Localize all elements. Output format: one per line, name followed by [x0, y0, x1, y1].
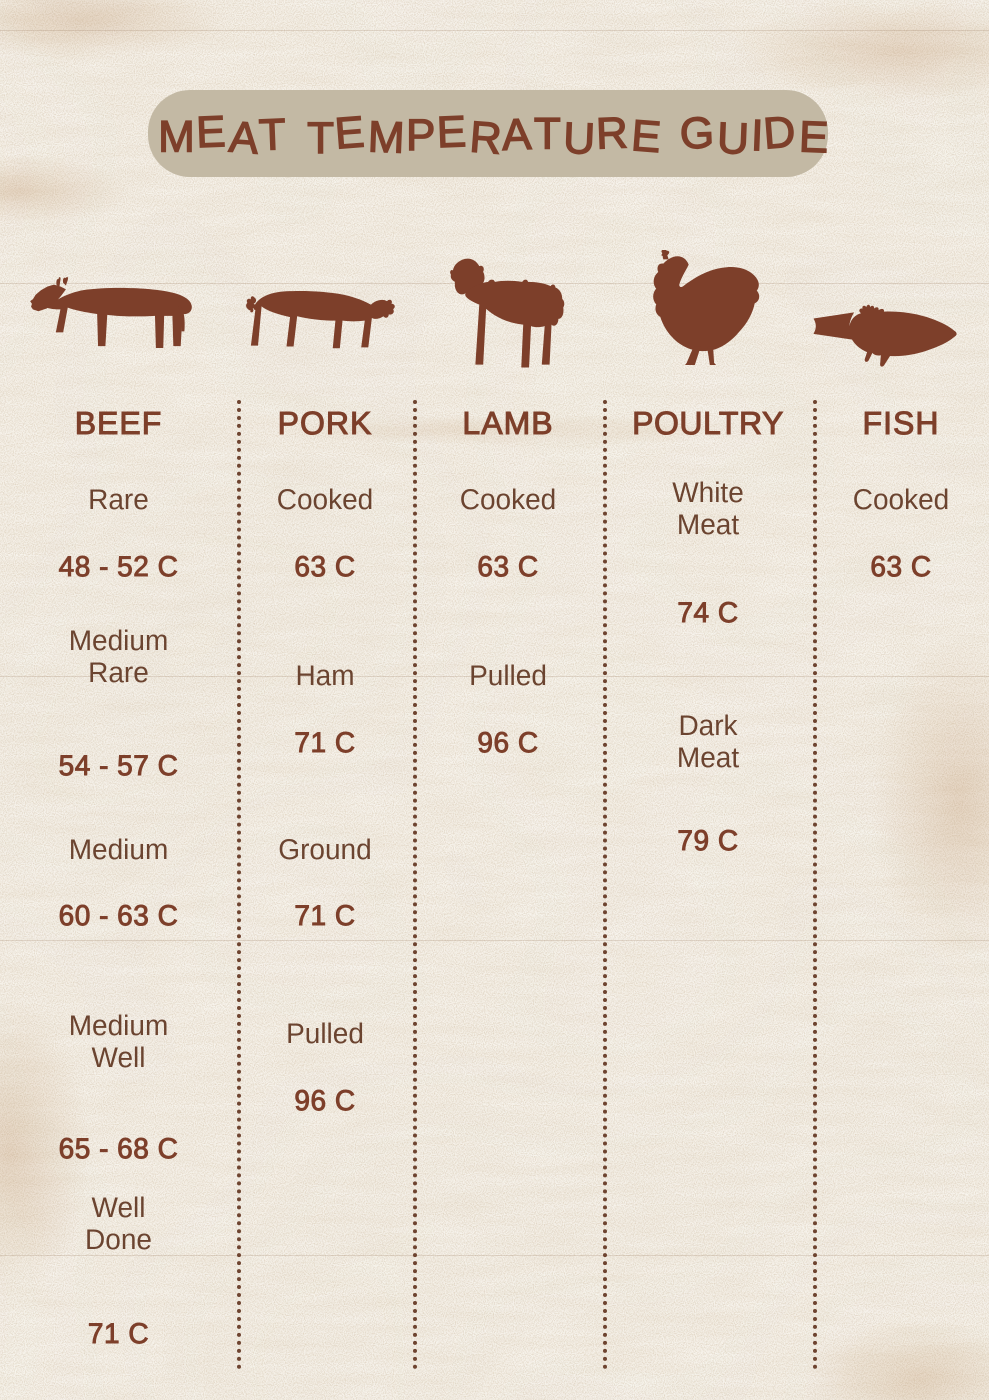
svg-text:G: G — [679, 108, 715, 158]
svg-text:D: D — [762, 107, 797, 158]
svg-text:M: M — [158, 112, 195, 161]
svg-text:E: E — [333, 107, 366, 158]
svg-text:T: T — [534, 110, 561, 159]
svg-text:A: A — [226, 112, 262, 163]
svg-text:P: P — [406, 111, 435, 160]
svg-text:T: T — [258, 110, 287, 160]
svg-text:R: R — [468, 113, 504, 164]
svg-text:R: R — [595, 108, 629, 158]
svg-text:U: U — [562, 114, 596, 164]
svg-text:T: T — [307, 114, 334, 163]
svg-text:A: A — [500, 110, 534, 160]
svg-text:E: E — [630, 111, 663, 162]
svg-text:M: M — [367, 112, 406, 162]
svg-text:E: E — [195, 107, 226, 157]
svg-text:U: U — [716, 114, 750, 164]
svg-text:E: E — [436, 107, 467, 157]
svg-text:E: E — [798, 112, 829, 162]
